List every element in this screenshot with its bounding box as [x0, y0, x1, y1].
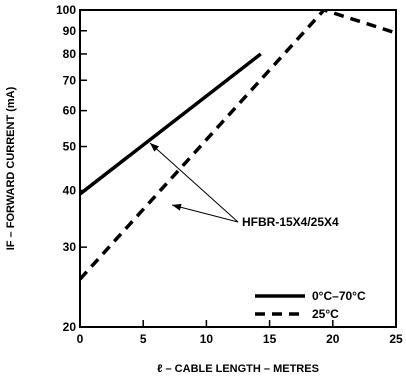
y-tick-label: 30: [63, 240, 77, 254]
y-tick-label: 80: [63, 47, 77, 61]
x-tick-label: 20: [326, 332, 340, 346]
annotation-arrowhead: [150, 143, 160, 152]
annotation-layer: HFBR-15X4/25X4: [149, 142, 339, 229]
series-line-0-70c: [80, 52, 262, 196]
legend: 0°C–70°C 25°C: [255, 289, 366, 321]
series-line-25c: [80, 10, 396, 281]
annotation-leader: [149, 142, 239, 223]
y-tick-label: 40: [63, 183, 77, 197]
x-tick-label: 25: [389, 332, 403, 346]
y-tick-label: 20: [63, 320, 77, 334]
annotation-leader: [171, 204, 239, 223]
x-tick-label: 15: [263, 332, 277, 346]
y-tick-label: 90: [63, 24, 77, 38]
series-layer: [80, 10, 396, 281]
ticks-layer: 0 5 10 15 20 25 20 30 40 50 60 70 80 90 100: [56, 3, 403, 346]
legend-label: 0°C–70°C: [312, 289, 366, 303]
legend-label: 25°C: [312, 307, 339, 321]
x-tick-label: 0: [77, 332, 84, 346]
y-tick-label: 70: [63, 73, 77, 87]
y-tick-label: 100: [56, 3, 76, 17]
y-axis-label: IF – FORWARD CURRENT (mA): [5, 86, 17, 250]
y-tick-label: 50: [63, 140, 77, 154]
y-tick-label: 60: [63, 104, 77, 118]
annotation-text: HFBR-15X4/25X4: [242, 215, 339, 229]
annotation-arrowhead: [172, 203, 182, 211]
x-axis-label: ℓ – CABLE LENGTH – METRES: [157, 363, 319, 375]
x-tick-label: 5: [140, 332, 147, 346]
plot-frame: [79, 9, 397, 328]
x-tick-label: 10: [200, 332, 214, 346]
